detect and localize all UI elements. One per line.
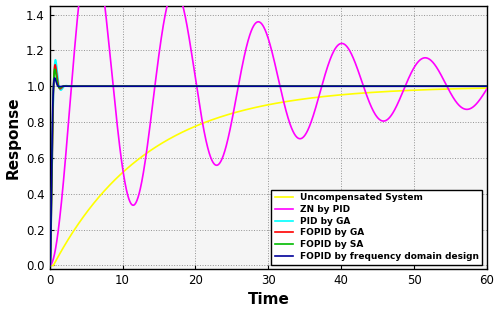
Uncompensated System — [150, 146, 156, 150]
Line: Uncompensated System: Uncompensated System — [50, 88, 487, 265]
X-axis label: Time: Time — [248, 292, 290, 307]
ZN by PID — [148, 113, 154, 117]
FOPID by frequency domain design — [148, 84, 154, 88]
FOPID by frequency domain design — [480, 84, 486, 88]
FOPID by GA — [150, 84, 156, 88]
ZN by PID — [212, 162, 218, 166]
FOPID by frequency domain design — [153, 84, 159, 88]
ZN by PID — [46, 264, 52, 267]
PID by GA — [150, 84, 156, 88]
FOPID by GA — [242, 84, 248, 88]
FOPID by frequency domain design — [484, 84, 490, 88]
FOPID by frequency domain design — [52, 76, 58, 80]
PID by GA — [46, 264, 52, 267]
FOPID by SA — [484, 84, 490, 88]
FOPID by GA — [46, 264, 52, 267]
ZN by PID — [484, 87, 490, 91]
Uncompensated System — [153, 145, 159, 149]
ZN by PID — [480, 92, 486, 96]
ZN by PID — [242, 48, 248, 52]
FOPID by SA — [480, 84, 486, 88]
FOPID by frequency domain design — [150, 84, 156, 88]
PID by GA — [153, 84, 159, 88]
Uncompensated System — [480, 86, 486, 90]
FOPID by frequency domain design — [46, 264, 52, 267]
Legend: Uncompensated System, ZN by PID, PID by GA, FOPID by GA, FOPID by SA, FOPID by f: Uncompensated System, ZN by PID, PID by … — [271, 190, 482, 264]
FOPID by frequency domain design — [212, 84, 218, 88]
FOPID by SA — [153, 84, 159, 88]
PID by GA — [242, 84, 248, 88]
FOPID by SA — [242, 84, 248, 88]
FOPID by GA — [153, 84, 159, 88]
FOPID by frequency domain design — [242, 84, 248, 88]
PID by GA — [148, 84, 154, 88]
Line: FOPID by frequency domain design: FOPID by frequency domain design — [50, 78, 487, 265]
FOPID by SA — [150, 84, 156, 88]
Uncompensated System — [148, 148, 154, 152]
Uncompensated System — [242, 108, 248, 112]
PID by GA — [212, 84, 218, 88]
Line: ZN by PID: ZN by PID — [50, 0, 487, 265]
Line: PID by GA: PID by GA — [50, 60, 487, 265]
ZN by PID — [150, 94, 156, 98]
FOPID by SA — [212, 84, 218, 88]
Line: FOPID by SA: FOPID by SA — [50, 69, 487, 265]
Uncompensated System — [212, 117, 218, 121]
Uncompensated System — [484, 86, 490, 90]
FOPID by SA — [52, 67, 58, 71]
FOPID by GA — [52, 63, 58, 67]
Line: FOPID by GA: FOPID by GA — [50, 65, 487, 265]
PID by GA — [480, 84, 486, 88]
Y-axis label: Response: Response — [6, 96, 20, 179]
ZN by PID — [153, 76, 159, 80]
FOPID by GA — [480, 84, 486, 88]
FOPID by GA — [212, 84, 218, 88]
FOPID by GA — [148, 84, 154, 88]
PID by GA — [484, 84, 490, 88]
Uncompensated System — [46, 264, 52, 267]
FOPID by SA — [148, 84, 154, 88]
FOPID by GA — [484, 84, 490, 88]
FOPID by SA — [46, 264, 52, 267]
PID by GA — [52, 58, 59, 62]
